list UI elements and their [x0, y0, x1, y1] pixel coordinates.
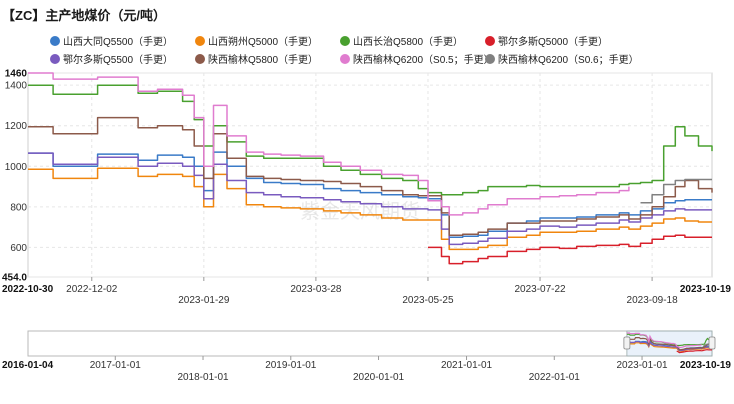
x-tick-label: 2022-10-30	[2, 284, 54, 295]
navigator-tick-label: 2020-01-01	[353, 372, 405, 383]
x-tick-label: 2023-03-28	[290, 284, 342, 295]
x-tick-label: 2023-09-18	[627, 295, 679, 306]
navigator-series-line	[626, 342, 712, 352]
legend-label: 陕西榆林Q5800（手更）	[208, 55, 319, 66]
chart-title: 【ZC】主产地煤价（元/吨）	[2, 8, 166, 23]
y-tick-label: 1460	[5, 69, 28, 80]
legend-item[interactable]: 鄂尔多斯Q5000（手更）	[485, 33, 608, 48]
legend-marker	[195, 35, 205, 46]
legend-label: 山西长治Q5800（手更）	[353, 37, 464, 48]
navigator-tick-label: 2023-01-01	[616, 360, 668, 371]
legend-item[interactable]: 陕西榆林Q5800（手更）	[195, 51, 318, 66]
series-line	[28, 151, 712, 239]
legend-marker	[485, 35, 495, 46]
legend-label: 陕西榆林Q6200（S0.5；手更）	[353, 55, 494, 66]
y-tick-label: 600	[10, 243, 27, 254]
navigator-tick-label: 2019-01-01	[265, 360, 317, 371]
legend-label: 山西大同Q5500（手更）	[63, 37, 174, 48]
navigator-tick-label: 2022-01-01	[529, 372, 581, 383]
y-tick-label: 1400	[5, 81, 28, 92]
legend-label: 陕西榆林Q6200（S0.6；手更）	[498, 55, 639, 66]
navigator-tick-label: 2021-01-01	[441, 360, 493, 371]
x-tick-label: 2023-10-19	[680, 284, 732, 295]
legend-marker	[195, 53, 205, 64]
navigator-tick-label: 2016-01-04	[2, 360, 54, 371]
navigator-series-line	[626, 332, 702, 349]
legend-label: 鄂尔多斯Q5500（手更）	[63, 55, 174, 66]
legend-label: 山西朔州Q5000（手更）	[208, 37, 319, 48]
navigator-tick-label: 2018-01-01	[177, 372, 229, 383]
legend-item[interactable]: 山西朔州Q5000（手更）	[195, 33, 318, 48]
series-line	[428, 234, 712, 265]
navigator-tick-label: 2023-10-19	[680, 360, 732, 371]
x-tick-label: 2022-12-02	[66, 284, 118, 295]
legend-marker	[340, 53, 350, 64]
legend-item[interactable]: 鄂尔多斯Q5500（手更）	[50, 51, 173, 66]
series-line	[640, 178, 712, 204]
y-tick-label: 454.0	[2, 273, 27, 284]
navigator-tick-label: 2017-01-01	[90, 360, 142, 371]
legend-item[interactable]: 山西大同Q5500（手更）	[50, 33, 173, 48]
series-line	[28, 152, 712, 246]
series-line	[28, 72, 630, 216]
x-tick-label: 2023-05-25	[402, 295, 454, 306]
navigator-series-line	[676, 349, 712, 354]
legend-item[interactable]: 陕西榆林Q6200（S0.6；手更）	[485, 51, 639, 66]
legend-item[interactable]: 陕西榆林Q6200（S0.5；手更）	[340, 51, 494, 66]
navigator-series-line	[626, 337, 713, 351]
legend-marker	[50, 53, 60, 64]
x-tick-label: 2023-01-29	[178, 295, 230, 306]
y-tick-label: 1200	[5, 121, 28, 132]
navigator-handle	[623, 336, 631, 350]
x-tick-label: 2023-07-22	[514, 284, 566, 295]
navigator-handle	[708, 336, 716, 350]
series-line	[28, 116, 713, 236]
navigator-frame	[27, 330, 713, 357]
y-tick-label: 1000	[5, 162, 28, 173]
legend: 山西大同Q5500（手更） 山西朔州Q5000（手更） 山西长治Q5800（手更） 鄂…	[50, 33, 639, 67]
y-tick-label: 800	[10, 202, 27, 213]
series-line	[28, 167, 712, 251]
legend-marker	[50, 35, 60, 46]
legend-label: 鄂尔多斯Q5000（手更）	[498, 37, 609, 48]
legend-marker	[485, 53, 495, 64]
legend-marker	[340, 35, 350, 46]
legend-item[interactable]: 山西长治Q5800（手更）	[340, 33, 463, 48]
